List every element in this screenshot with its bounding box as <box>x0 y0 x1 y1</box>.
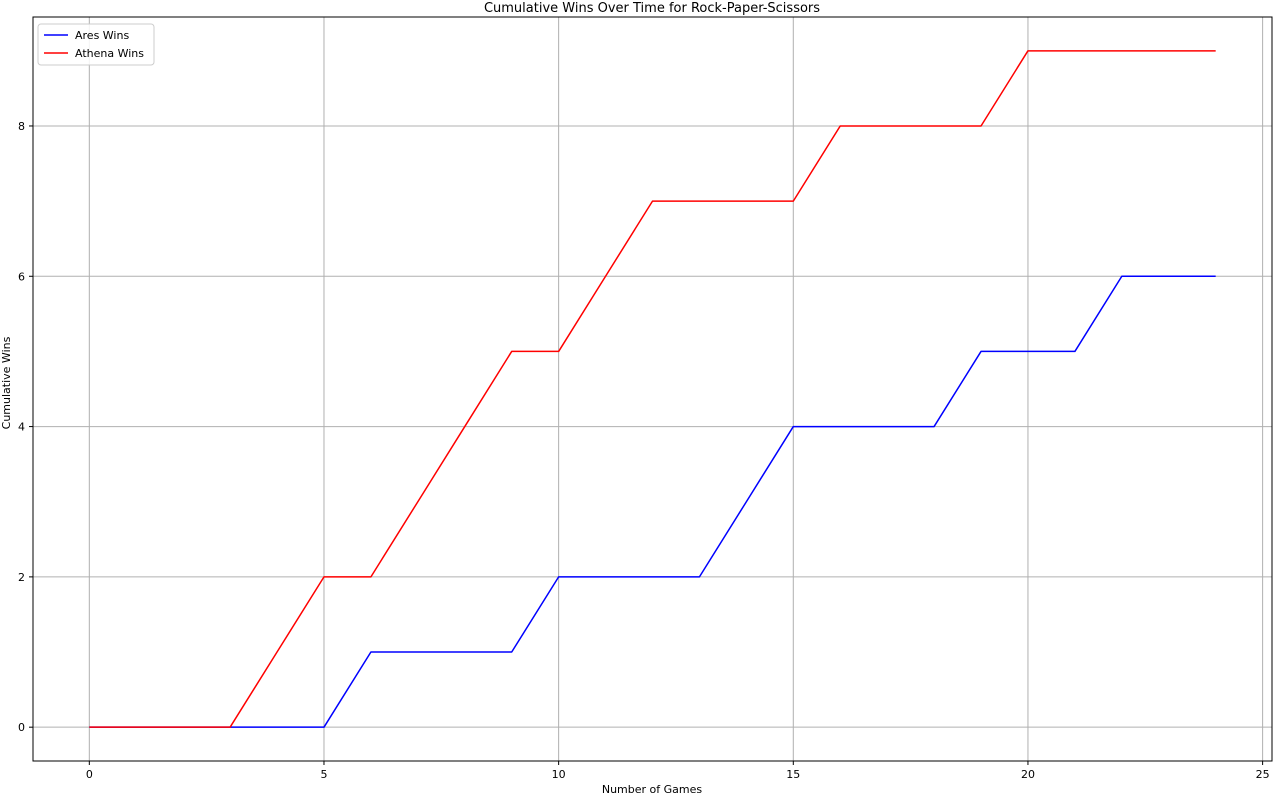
y-axis-label: Cumulative Wins <box>0 336 13 429</box>
series-line-athena-wins <box>89 50 1216 728</box>
legend-label-athena: Athena Wins <box>75 47 144 60</box>
y-axis-ticks: 0 2 4 6 8 <box>18 120 33 734</box>
x-tick-label: 0 <box>86 768 93 781</box>
y-tick-label: 8 <box>18 120 25 133</box>
plot-area-frame <box>32 16 1273 762</box>
legend: Ares Wins Athena Wins <box>37 23 155 66</box>
x-tick-label: 5 <box>320 768 327 781</box>
y-tick-label: 6 <box>18 270 25 283</box>
x-tick-label: 20 <box>1021 768 1035 781</box>
y-tick-label: 0 <box>18 721 25 734</box>
x-tick-label: 10 <box>552 768 566 781</box>
y-tick-label: 4 <box>18 421 25 434</box>
series-layer <box>89 50 1216 728</box>
legend-label-ares: Ares Wins <box>75 29 129 42</box>
x-tick-label: 25 <box>1256 768 1270 781</box>
x-axis-ticks: 0 5 10 15 20 25 <box>86 761 1270 781</box>
series-line-ares-wins <box>89 275 1216 728</box>
x-axis-label: Number of Games <box>602 783 703 794</box>
chart-title: Cumulative Wins Over Time for Rock-Paper… <box>484 1 820 16</box>
grid <box>33 17 1272 761</box>
y-tick-label: 2 <box>18 571 25 584</box>
x-tick-label: 15 <box>786 768 800 781</box>
